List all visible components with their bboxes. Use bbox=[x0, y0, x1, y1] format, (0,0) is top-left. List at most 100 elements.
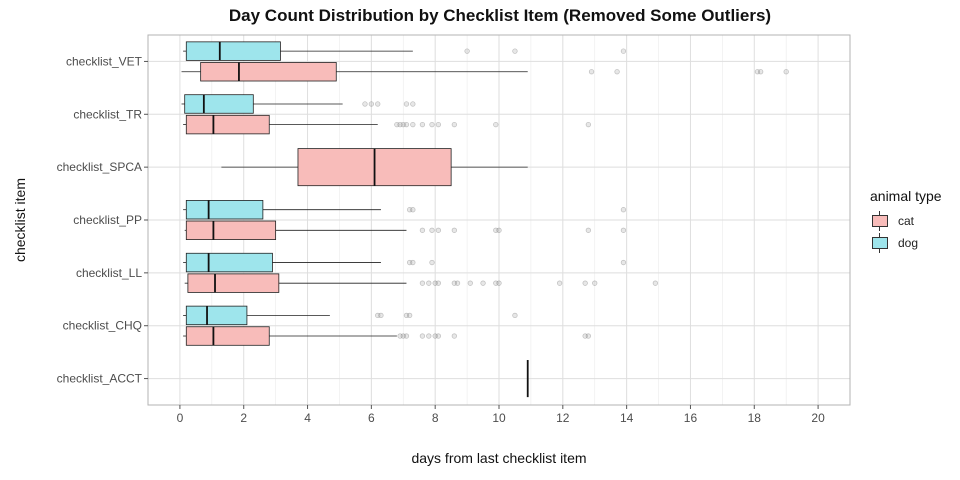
x-tick-label: 16 bbox=[684, 411, 698, 425]
outlier-dog-checklist_PP bbox=[410, 207, 416, 213]
outlier-cat-checklist_CHQ bbox=[403, 333, 410, 339]
box-cat-checklist_VET bbox=[200, 62, 337, 82]
legend-title: animal type bbox=[870, 188, 942, 204]
legend-item-cat: cat bbox=[870, 210, 942, 232]
outlier-cat-checklist_LL bbox=[419, 280, 426, 286]
outlier-dog-checklist_PP bbox=[620, 207, 627, 213]
outlier-cat-checklist_LL bbox=[582, 280, 588, 286]
outlier-cat-checklist_LL bbox=[493, 280, 499, 286]
outlier-cat-checklist_TR bbox=[451, 121, 457, 128]
outlier-dog-checklist_TR bbox=[362, 101, 368, 107]
outlier-dog-checklist_PP bbox=[407, 207, 413, 213]
outlier-dog-checklist_VET bbox=[464, 48, 470, 54]
outlier-dog-checklist_LL bbox=[620, 259, 627, 266]
box-cat-checklist_PP bbox=[185, 220, 277, 240]
outlier-dog-checklist_CHQ bbox=[512, 312, 518, 319]
outlier-cat-checklist_TR bbox=[397, 121, 403, 128]
outlier-cat-checklist_LL bbox=[432, 280, 438, 286]
box-cat-checklist_TR bbox=[185, 114, 270, 135]
outlier-cat-checklist_TR bbox=[394, 121, 400, 128]
legend: animal type cat dog bbox=[870, 188, 942, 254]
outlier-cat-checklist_CHQ bbox=[400, 333, 406, 339]
outlier-cat-checklist_PP bbox=[585, 227, 591, 233]
x-tick-label: 20 bbox=[811, 411, 825, 425]
x-tick-label: 18 bbox=[748, 411, 762, 425]
outlier-dog-checklist_LL bbox=[407, 259, 413, 266]
y-tick-label: checklist_PP bbox=[73, 213, 142, 227]
outlier-cat-checklist_LL bbox=[435, 280, 442, 286]
outlier-cat-checklist_CHQ bbox=[426, 333, 432, 339]
outlier-cat-checklist_LL bbox=[592, 280, 598, 286]
outlier-cat-checklist_TR bbox=[435, 121, 442, 128]
outlier-cat-checklist_PP bbox=[620, 227, 627, 233]
outlier-cat-checklist_CHQ bbox=[397, 333, 403, 339]
y-tick-label: checklist_CHQ bbox=[63, 319, 142, 333]
outlier-dog-checklist_LL bbox=[429, 259, 435, 266]
legend-key-dog bbox=[870, 233, 890, 253]
x-tick-label: 12 bbox=[556, 411, 570, 425]
legend-item-dog: dog bbox=[870, 232, 942, 254]
legend-label-dog: dog bbox=[898, 236, 919, 250]
outlier-cat-checklist_LL bbox=[496, 280, 502, 286]
outlier-cat-checklist_CHQ bbox=[435, 333, 442, 339]
outlier-cat-checklist_VET bbox=[783, 69, 789, 75]
outlier-cat-checklist_LL bbox=[426, 280, 432, 286]
outlier-cat-checklist_LL bbox=[454, 280, 461, 286]
outlier-cat-checklist_CHQ bbox=[419, 333, 426, 339]
outlier-cat-checklist_CHQ bbox=[582, 333, 588, 339]
outlier-dog-checklist_TR bbox=[410, 101, 416, 107]
outlier-cat-checklist_TR bbox=[403, 121, 410, 128]
y-tick-label: checklist_TR bbox=[73, 107, 142, 121]
outlier-cat-checklist_PP bbox=[429, 227, 435, 233]
x-tick-label: 14 bbox=[620, 411, 634, 425]
outlier-dog-checklist_TR bbox=[375, 101, 381, 107]
outlier-cat-checklist_TR bbox=[585, 121, 591, 128]
outlier-cat-checklist_VET bbox=[614, 69, 620, 75]
outlier-dog-checklist_VET bbox=[512, 48, 518, 54]
outlier-cat-checklist_LL bbox=[467, 280, 473, 286]
outlier-cat-checklist_PP bbox=[451, 227, 457, 233]
outlier-dog-checklist_VET bbox=[620, 48, 627, 54]
outlier-cat-checklist_PP bbox=[493, 227, 499, 233]
y-tick-label: checklist_VET bbox=[66, 54, 143, 68]
outlier-cat-checklist_PP bbox=[419, 227, 426, 233]
y-tick-label: checklist_SPCA bbox=[57, 160, 142, 174]
x-axis-label: days from last checklist item bbox=[411, 450, 587, 466]
box-dog-checklist_CHQ bbox=[185, 305, 248, 326]
legend-label-cat: cat bbox=[898, 214, 915, 228]
chart-title: Day Count Distribution by Checklist Item… bbox=[228, 6, 772, 25]
outlier-cat-checklist_LL bbox=[556, 280, 563, 286]
outlier-dog-checklist_TR bbox=[368, 101, 375, 107]
x-tick-label: 2 bbox=[240, 411, 247, 425]
box-dog-checklist_LL bbox=[185, 252, 273, 273]
outlier-cat-checklist_TR bbox=[419, 121, 426, 128]
outlier-cat-checklist_CHQ bbox=[585, 333, 591, 339]
outlier-dog-checklist_TR bbox=[403, 101, 410, 107]
box-dog-checklist_TR bbox=[184, 94, 254, 114]
box-cat-checklist_CHQ bbox=[185, 326, 270, 346]
outlier-cat-checklist_CHQ bbox=[432, 333, 438, 339]
outlier-cat-checklist_VET bbox=[754, 69, 761, 75]
box-cat-checklist_LL bbox=[187, 273, 280, 293]
outlier-cat-checklist_PP bbox=[496, 227, 502, 233]
outlier-cat-checklist_LL bbox=[652, 280, 659, 286]
outlier-cat-checklist_TR bbox=[429, 121, 435, 128]
outlier-dog-checklist_CHQ bbox=[378, 312, 384, 319]
outlier-cat-checklist_TR bbox=[493, 121, 499, 128]
x-tick-label: 4 bbox=[304, 411, 311, 425]
outlier-cat-checklist_CHQ bbox=[451, 333, 457, 339]
outlier-cat-checklist_LL bbox=[480, 280, 486, 286]
x-tick-label: 8 bbox=[432, 411, 439, 425]
x-tick-label: 6 bbox=[368, 411, 375, 425]
outlier-cat-checklist_VET bbox=[758, 69, 764, 75]
outlier-dog-checklist_CHQ bbox=[375, 312, 381, 319]
x-tick-label: 0 bbox=[177, 411, 184, 425]
x-tick-label: 10 bbox=[492, 411, 506, 425]
outlier-dog-checklist_LL bbox=[410, 259, 416, 266]
outlier-cat-checklist_LL bbox=[451, 280, 457, 286]
outlier-cat-checklist_VET bbox=[588, 69, 595, 75]
outlier-cat-checklist_PP bbox=[435, 227, 442, 233]
outlier-dog-checklist_CHQ bbox=[407, 312, 413, 319]
